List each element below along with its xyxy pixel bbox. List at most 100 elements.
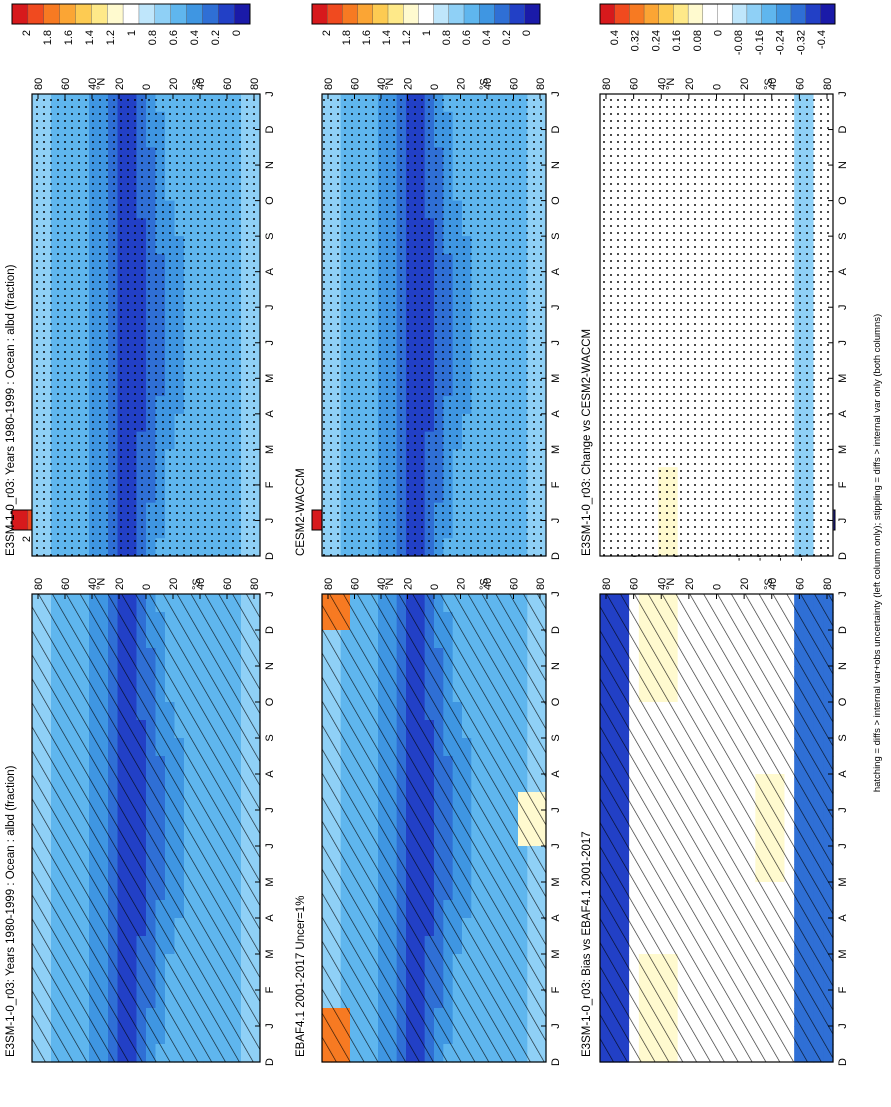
lat-tick-label: 40: [376, 578, 388, 590]
month-tick-label: N: [264, 662, 276, 670]
colorbar-swatch: [731, 3, 748, 25]
month-tick-label: A: [837, 770, 849, 778]
month-tick-label: O: [264, 697, 276, 706]
lat-tick-label: 80: [822, 578, 834, 590]
month-tick-label: N: [550, 161, 562, 169]
month-tick-label: D: [264, 126, 276, 134]
colorbar-swatch: [154, 3, 172, 25]
colorbar-label: 1.6: [361, 30, 373, 45]
month-tick-label: A: [264, 267, 276, 275]
lat-tick-label: 20: [114, 78, 126, 90]
colorbar-swatch: [372, 3, 389, 25]
month-tick-label: A: [837, 410, 849, 418]
month-tick-label: D: [550, 1058, 562, 1066]
lat-tick-label: 40: [656, 578, 668, 590]
lat-tick-label: 60: [222, 78, 234, 90]
colorbar-label: -0.32: [795, 30, 807, 55]
colorbar-swatch: [218, 3, 235, 25]
colorbar-swatch: [599, 3, 616, 25]
month-tick-label: J: [550, 1023, 562, 1029]
month-tick-label: N: [837, 662, 849, 670]
month-tick-label: A: [264, 914, 276, 922]
month-tick-label: J: [264, 340, 276, 346]
hemisphere-label: °S: [191, 78, 203, 90]
hemisphere-label: °S: [763, 78, 775, 90]
colorbar-swatch: [91, 3, 108, 25]
colorbar-swatch: [717, 3, 733, 25]
month-tick-label: J: [264, 591, 276, 597]
month-tick-label: D: [550, 126, 562, 134]
colorbar-swatch: [463, 3, 480, 25]
month-tick-label: F: [550, 481, 562, 488]
lat-tick-label: 0: [141, 84, 153, 90]
lat-tick-label: 80: [33, 578, 45, 590]
colorbar-swatch: [702, 3, 719, 25]
lat-tick-label: 20: [168, 78, 180, 90]
colorbar-swatch: [11, 3, 29, 25]
month-tick-label: A: [837, 914, 849, 922]
month-tick-label: F: [837, 481, 849, 488]
lat-tick-label: 0: [712, 84, 724, 90]
colorbar-label: 0.4: [481, 30, 493, 45]
stippling-overlay: [32, 94, 260, 556]
colorbar-swatch: [658, 3, 674, 25]
month-tick-label: N: [837, 161, 849, 169]
month-tick-label: A: [837, 267, 849, 275]
colorbar-swatch: [186, 3, 203, 25]
hemisphere-label: °N: [665, 578, 677, 590]
month-tick-label: J: [837, 1023, 849, 1029]
lat-tick-label: 80: [601, 78, 613, 90]
hatching-overlay: [322, 594, 546, 1062]
month-tick-label: M: [550, 877, 562, 886]
colorbar-swatch: [311, 3, 328, 25]
colorbar-label: 1.4: [84, 30, 96, 45]
month-tick-label: J: [837, 807, 849, 813]
lat-tick-label: 20: [739, 578, 751, 590]
month-tick-label: M: [837, 445, 849, 454]
colorbar-label: 0: [521, 30, 533, 36]
month-tick-label: M: [550, 949, 562, 958]
panel-title: E3SM-1-0_r03: Bias vs EBAF4.1 2001-2017: [581, 831, 593, 1057]
month-tick-label: J: [264, 518, 276, 524]
colorbar-swatch: [342, 3, 359, 25]
colorbar-label: 0.6: [168, 30, 180, 45]
figure-caption: hatching = diffs > internal var+obs unce…: [872, 314, 883, 792]
month-tick-label: S: [837, 734, 849, 741]
month-tick-label: A: [550, 914, 562, 922]
month-tick-label: A: [550, 770, 562, 778]
month-tick-label: J: [550, 591, 562, 597]
lat-tick-label: 20: [456, 578, 468, 590]
lat-tick-label: 60: [60, 578, 72, 590]
hemisphere-label: °S: [763, 578, 775, 590]
colorbar-label: 0.24: [650, 30, 662, 51]
month-tick-label: M: [264, 374, 276, 383]
lat-tick-label: 80: [323, 578, 335, 590]
month-tick-label: O: [264, 196, 276, 205]
month-tick-label: J: [837, 340, 849, 346]
colorbar-label: -0.4: [816, 30, 828, 49]
month-tick-label: J: [264, 807, 276, 813]
colorbar-label: 1.8: [341, 30, 353, 45]
month-tick-label: D: [550, 552, 562, 560]
lat-tick-label: 40: [195, 78, 207, 90]
month-tick-label: J: [264, 91, 276, 97]
hemisphere-label: °S: [478, 578, 490, 590]
colorbar-swatch: [614, 3, 630, 25]
lat-tick-label: 60: [350, 578, 362, 590]
colorbar-frame: [11, 3, 251, 25]
colorbar-label: 0.2: [501, 30, 513, 45]
colorbar-swatch: [122, 3, 140, 25]
month-tick-label: J: [550, 304, 562, 310]
month-tick-label: J: [550, 518, 562, 524]
lat-tick-label: 0: [712, 584, 724, 590]
month-tick-label: D: [837, 552, 849, 560]
panel-2: 80 60 40 20 0 20 40 60 80°N °SDJFMAMJJASONDJE3SM-…: [5, 3, 276, 560]
month-tick-label: J: [550, 807, 562, 813]
lat-tick-label: 40: [195, 578, 207, 590]
month-tick-label: M: [550, 445, 562, 454]
colorbar-swatch: [448, 3, 465, 25]
colorbar-label: 0: [231, 30, 243, 36]
colorbar-label: 1.2: [105, 30, 117, 45]
lat-tick-label: 20: [168, 578, 180, 590]
lat-tick-label: 40: [87, 78, 99, 90]
